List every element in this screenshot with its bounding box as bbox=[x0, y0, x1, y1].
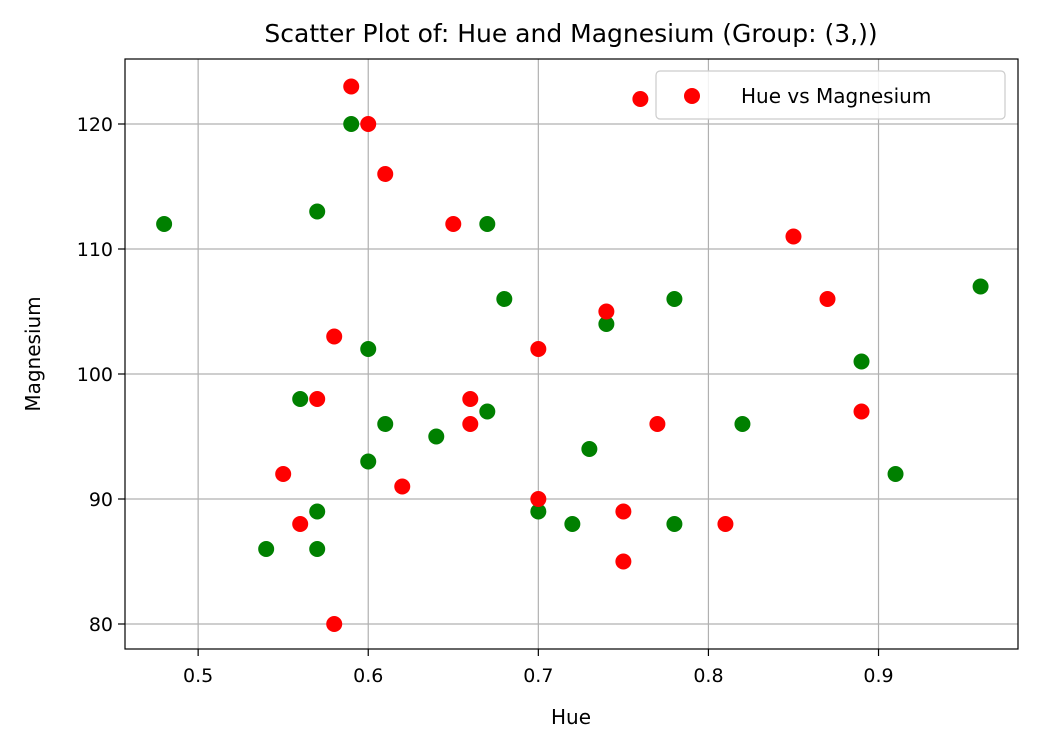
green-data-point bbox=[258, 541, 275, 557]
points-layer bbox=[156, 78, 989, 632]
green-data-point bbox=[972, 278, 989, 295]
green-data-point bbox=[564, 516, 581, 532]
x-tick-label: 0.9 bbox=[863, 665, 893, 687]
red-data-point bbox=[598, 303, 615, 320]
y-tick-label: 80 bbox=[89, 614, 113, 636]
plot-area bbox=[125, 59, 1018, 649]
red-data-point bbox=[309, 391, 326, 407]
ticks-layer: 0.5 0.6 0.7 0.8 0.9 80 90 100 110 120 bbox=[77, 114, 894, 687]
legend-marker bbox=[684, 88, 700, 104]
red-data-point bbox=[343, 78, 360, 95]
red-data-point bbox=[530, 341, 547, 357]
red-data-point bbox=[326, 328, 343, 345]
x-tick-label: 0.5 bbox=[183, 665, 213, 687]
y-tick-label: 100 bbox=[77, 364, 113, 386]
red-data-point bbox=[530, 491, 547, 507]
red-data-point bbox=[462, 391, 479, 407]
y-tick-label: 110 bbox=[77, 239, 113, 261]
x-tick-label: 0.8 bbox=[693, 665, 723, 687]
chart-title: Scatter Plot of: Hue and Magnesium (Grou… bbox=[264, 19, 877, 48]
green-data-point bbox=[292, 391, 309, 407]
y-tick-label: 90 bbox=[89, 489, 113, 511]
green-data-point bbox=[156, 216, 173, 232]
x-tick-label: 0.6 bbox=[353, 665, 383, 687]
green-data-point bbox=[887, 466, 904, 482]
red-data-point bbox=[717, 516, 734, 532]
red-data-point bbox=[649, 416, 666, 432]
green-data-point bbox=[581, 441, 598, 457]
red-data-point bbox=[785, 228, 802, 245]
legend: Hue vs Magnesium bbox=[655, 70, 1006, 120]
green-data-point bbox=[309, 541, 326, 557]
x-tick-label: 0.7 bbox=[523, 665, 553, 687]
green-data-point bbox=[309, 203, 326, 220]
red-data-point bbox=[360, 116, 377, 132]
red-data-point bbox=[853, 403, 870, 420]
red-data-point bbox=[819, 291, 836, 307]
y-tick-label: 120 bbox=[77, 114, 113, 136]
red-data-point bbox=[326, 616, 343, 632]
green-data-point bbox=[428, 428, 445, 445]
red-data-point bbox=[394, 478, 411, 495]
green-data-point bbox=[479, 403, 496, 420]
legend-label: Hue vs Magnesium bbox=[741, 84, 931, 108]
green-data-point bbox=[360, 453, 377, 470]
red-data-point bbox=[292, 516, 309, 532]
green-data-point bbox=[496, 291, 513, 307]
green-data-point bbox=[377, 416, 394, 432]
green-data-point bbox=[666, 291, 683, 307]
red-data-point bbox=[377, 166, 394, 182]
red-data-point bbox=[275, 466, 292, 482]
green-data-point bbox=[479, 216, 496, 232]
green-data-point bbox=[343, 116, 360, 132]
green-data-point bbox=[598, 316, 615, 332]
y-axis-title: Magnesium bbox=[21, 296, 45, 411]
green-data-point bbox=[853, 353, 870, 370]
green-data-point bbox=[360, 341, 377, 357]
green-data-point bbox=[666, 516, 683, 532]
red-data-point bbox=[615, 503, 632, 520]
green-data-point bbox=[309, 503, 326, 520]
plot-frame bbox=[124, 58, 1019, 650]
red-data-point bbox=[445, 216, 462, 232]
green-data-point bbox=[530, 503, 547, 520]
legend-box bbox=[655, 70, 1006, 120]
x-axis-title: Hue bbox=[551, 705, 591, 729]
red-data-point bbox=[462, 416, 479, 432]
green-data-point bbox=[734, 416, 751, 432]
red-data-point bbox=[615, 553, 632, 570]
red-data-point bbox=[632, 91, 649, 107]
